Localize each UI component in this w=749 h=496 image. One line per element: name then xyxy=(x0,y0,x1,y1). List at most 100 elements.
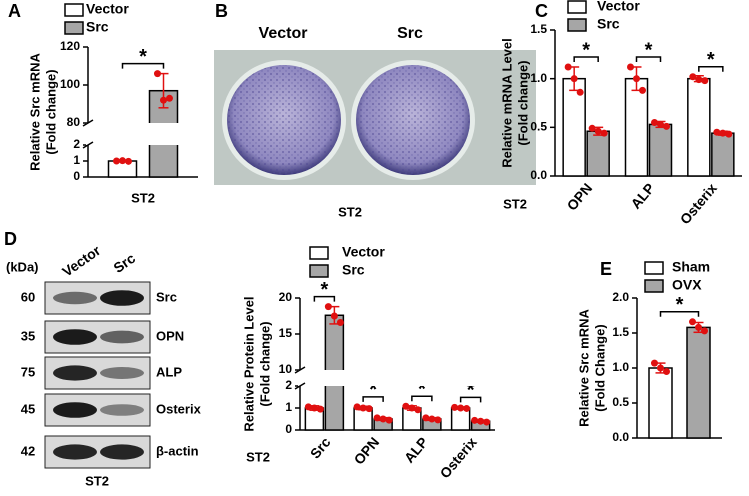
data-point xyxy=(463,404,471,412)
y-tick-label: 1.0 xyxy=(530,71,547,85)
data-point xyxy=(695,76,703,84)
data-point xyxy=(594,127,602,135)
y-label: Relative Protein Level xyxy=(241,296,256,431)
data-point xyxy=(663,122,670,130)
sig-star: * xyxy=(582,39,590,61)
data-point xyxy=(359,404,367,412)
break-mark xyxy=(82,141,94,149)
data-point xyxy=(689,318,696,326)
data-point xyxy=(304,403,312,411)
y-tick-label: 1.5 xyxy=(530,22,547,36)
data-point xyxy=(633,75,640,83)
data-point xyxy=(701,327,708,335)
data-point xyxy=(379,415,387,423)
y-tick-label: 0.5 xyxy=(530,120,547,134)
y-tick-label: 0.0 xyxy=(612,430,629,444)
legend-swatch xyxy=(309,264,329,278)
bar xyxy=(687,77,711,177)
data-point xyxy=(113,157,120,165)
data-point xyxy=(330,312,338,320)
legend-label: Src xyxy=(342,262,365,278)
y-label: Relative mRNA Level xyxy=(499,38,514,168)
data-point xyxy=(373,414,381,422)
y-tick-label: 2 xyxy=(285,378,292,392)
dish-texture xyxy=(227,65,341,175)
sig-star: * xyxy=(707,49,715,71)
y-tick-label: 10 xyxy=(279,362,293,376)
y-tick-label: 80 xyxy=(67,115,81,129)
legend-label: OVX xyxy=(672,277,702,293)
data-point xyxy=(657,364,664,372)
data-point xyxy=(651,359,658,367)
data-point xyxy=(689,73,697,81)
data-point xyxy=(353,403,361,411)
data-point xyxy=(434,416,442,424)
protein-label: ALP xyxy=(156,364,182,379)
data-point xyxy=(125,157,132,165)
data-point xyxy=(564,63,572,71)
data-point xyxy=(428,415,436,423)
x-tick-label: ALP xyxy=(627,180,657,212)
sig-star: * xyxy=(139,46,147,68)
data-point xyxy=(695,323,702,331)
legend-swatch xyxy=(309,246,329,260)
axis-break xyxy=(298,370,497,386)
x-tick-label: OPN xyxy=(564,180,596,214)
y-tick-label: 15 xyxy=(279,326,293,340)
sig-star: * xyxy=(369,379,377,401)
data-point xyxy=(336,318,344,326)
y-tick-label: 0.5 xyxy=(612,395,629,409)
band xyxy=(100,444,144,460)
sig-star: * xyxy=(467,380,475,402)
y-tick-label: 120 xyxy=(60,39,80,53)
data-point xyxy=(576,88,584,96)
x-tick-label: OPN xyxy=(350,434,382,468)
data-point xyxy=(639,86,646,94)
protein-label: Osterix xyxy=(156,401,202,416)
break-mark xyxy=(294,366,306,374)
band xyxy=(100,367,144,379)
y-label: Relative Src mRNA xyxy=(576,309,591,427)
data-point xyxy=(701,77,709,85)
data-point xyxy=(365,405,373,413)
data-point xyxy=(483,418,491,426)
protein-label: OPN xyxy=(156,328,184,343)
x-label: ST2 xyxy=(246,449,270,464)
band xyxy=(53,402,97,418)
kda-label: 35 xyxy=(21,328,35,343)
data-point xyxy=(160,96,167,104)
band xyxy=(53,291,97,305)
sig-bracket xyxy=(313,295,336,302)
y-label: Relative Src mRNA xyxy=(27,53,42,171)
sig-bracket xyxy=(573,56,599,62)
data-point xyxy=(414,406,422,414)
kda-label: 75 xyxy=(21,364,35,379)
data-point xyxy=(402,402,410,410)
data-point xyxy=(713,128,721,136)
bar xyxy=(686,326,711,439)
data-point xyxy=(385,416,393,424)
x-label: ST2 xyxy=(85,473,109,488)
dish-label: Src xyxy=(397,25,423,42)
legend-label: Sham xyxy=(672,259,710,275)
sig-star: * xyxy=(320,279,328,301)
data-point xyxy=(570,75,578,83)
y-tick-label: 1.5 xyxy=(612,325,629,339)
panel-letter: A xyxy=(8,1,21,21)
lane-label: Vector xyxy=(59,242,104,280)
legend-label: Vector xyxy=(342,244,385,260)
bar xyxy=(648,367,673,439)
x-tick-label: Osterix xyxy=(436,434,479,481)
y-label: (Fold change) xyxy=(257,321,272,406)
data-point xyxy=(166,94,173,102)
data-point xyxy=(154,70,161,78)
break-mark xyxy=(294,382,306,390)
sig-bracket xyxy=(459,396,482,403)
data-point xyxy=(457,404,465,412)
y-tick-label: 0 xyxy=(285,422,292,436)
panel-letter: D xyxy=(4,229,17,249)
data-point xyxy=(627,63,634,71)
sig-star: * xyxy=(676,294,684,316)
data-point xyxy=(471,416,479,424)
dish-texture xyxy=(356,65,470,175)
